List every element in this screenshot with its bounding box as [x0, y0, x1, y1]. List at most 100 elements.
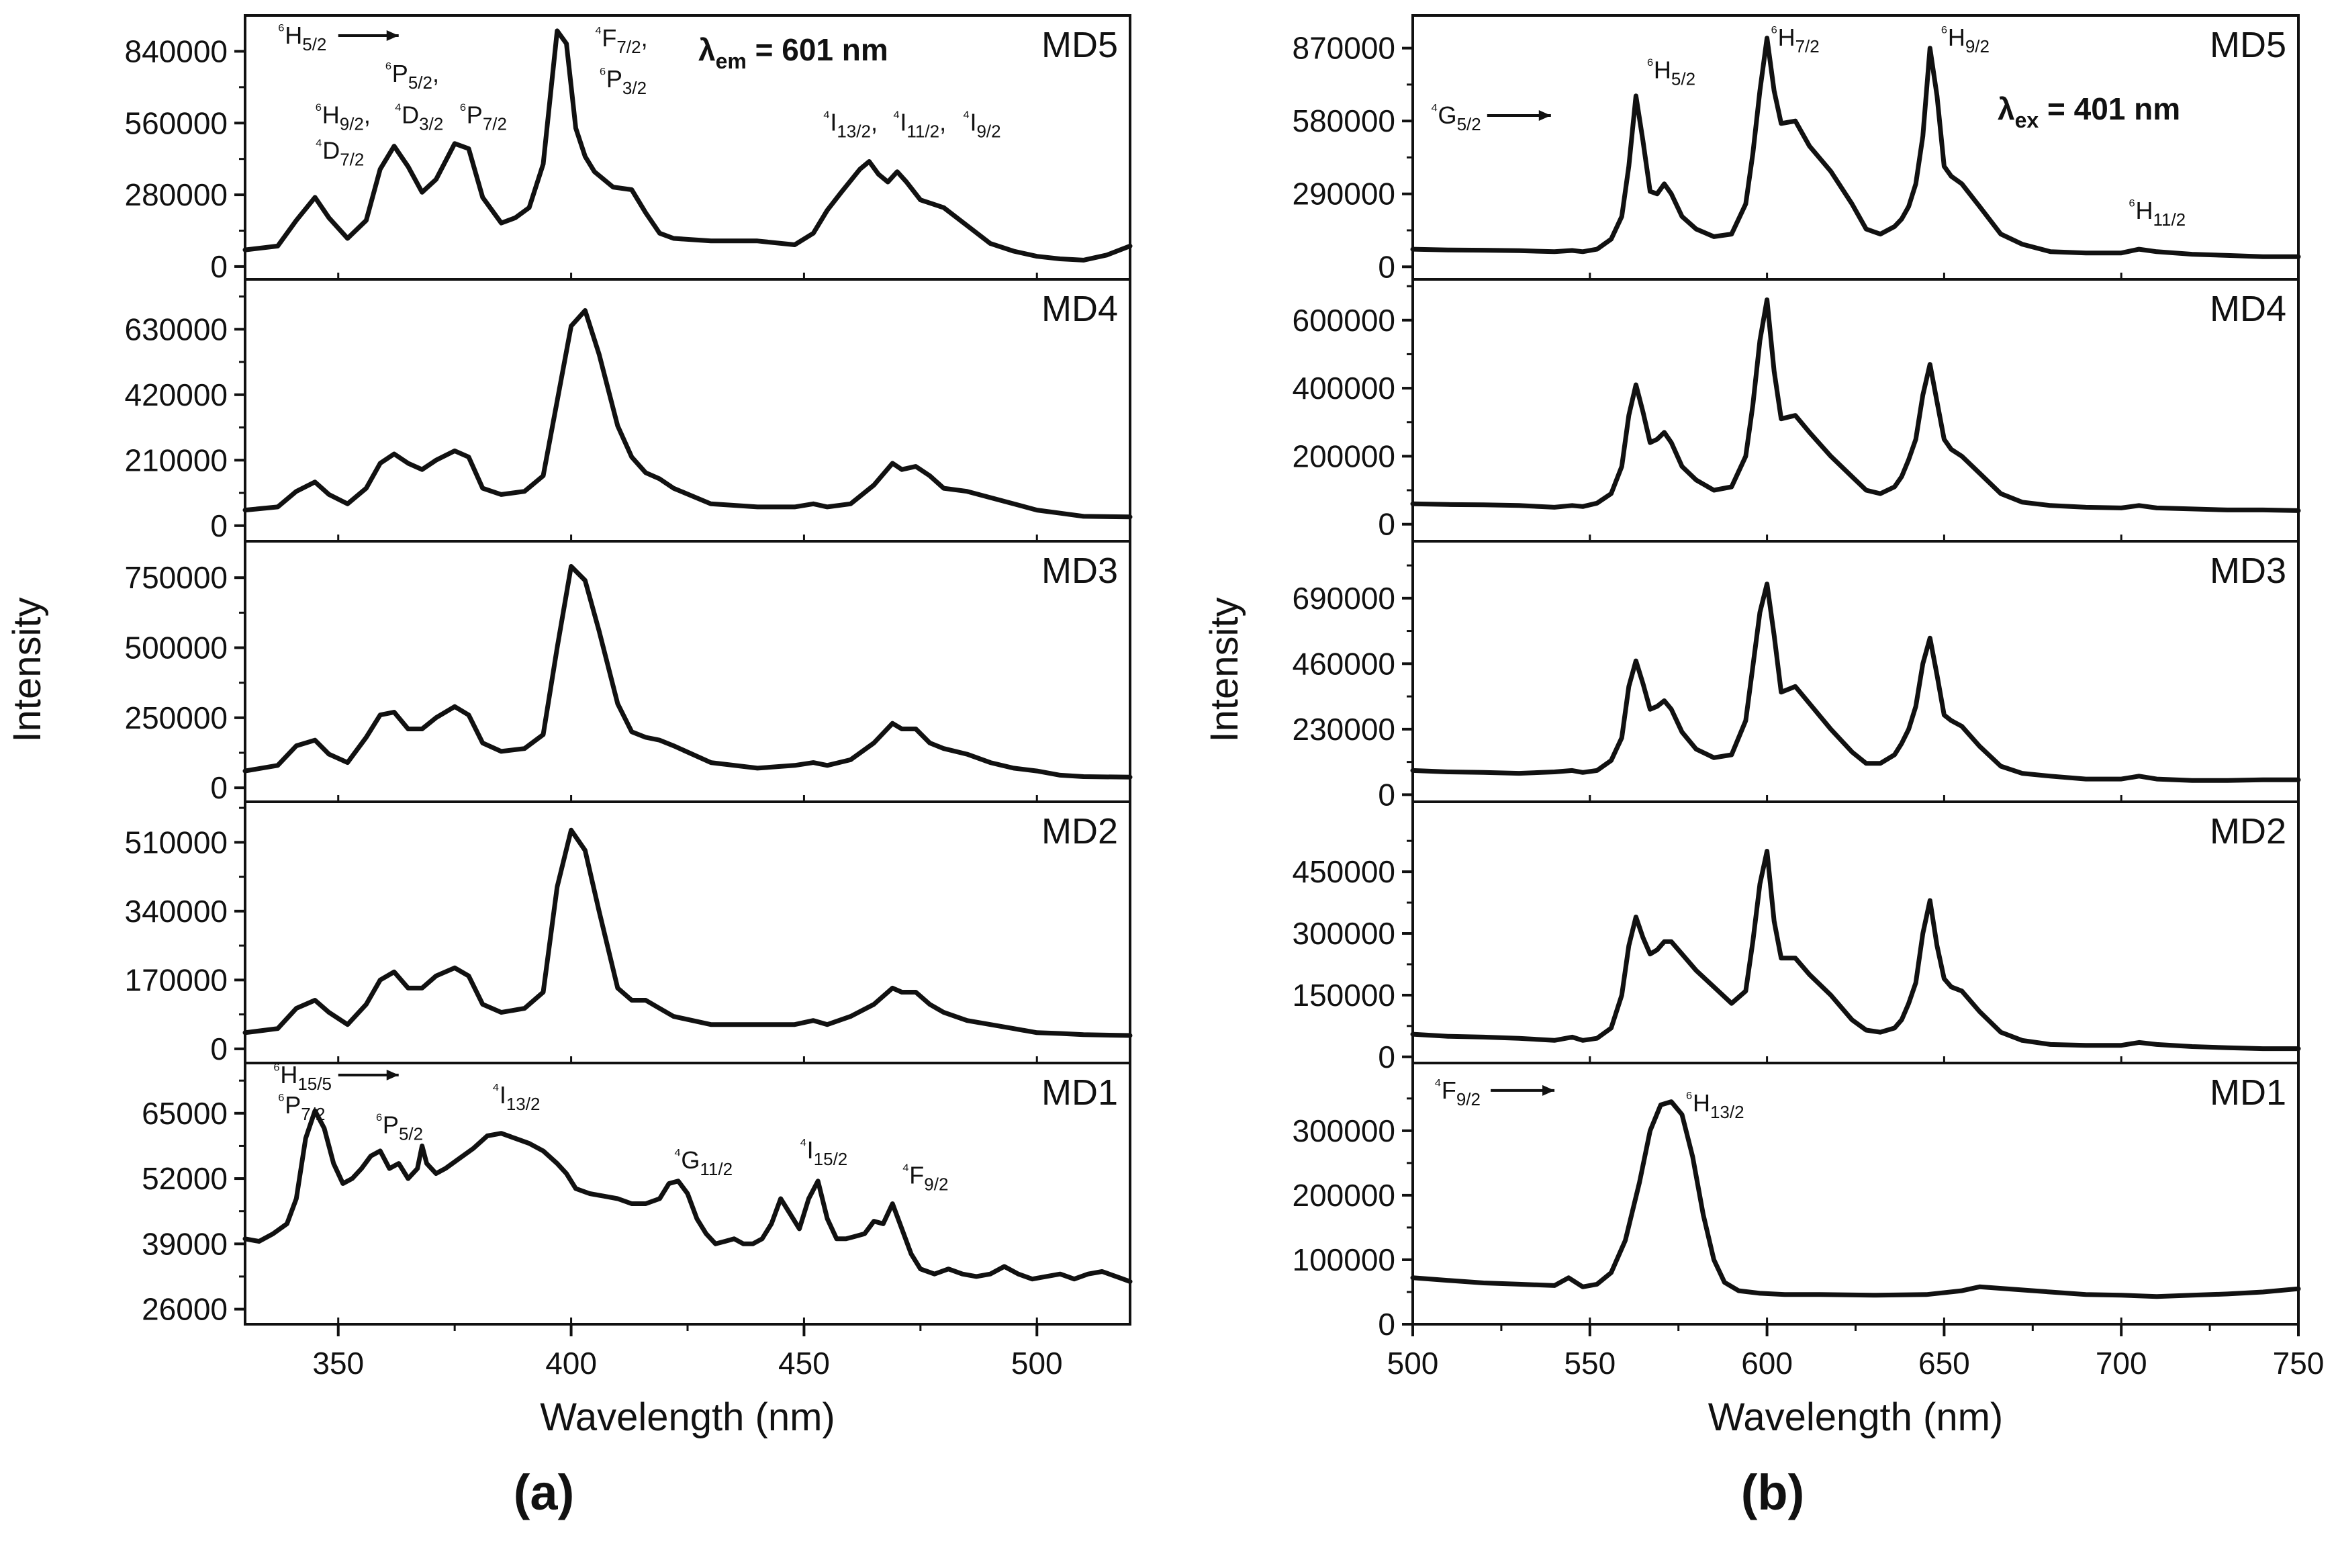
transition-label: ⁶H9/2 [1941, 21, 1990, 56]
y-tick-label: 210000 [125, 443, 228, 477]
transition-label: ⁶H5/2 [278, 19, 327, 54]
series-line-md2 [242, 827, 1133, 1038]
x-tick-label: 400 [545, 1346, 597, 1381]
sample-label: MD5 [1041, 25, 1118, 65]
series-line-md1 [242, 1108, 1133, 1284]
transition-label: ⁶H7/2 [1771, 21, 1820, 56]
y-tick-label: 560000 [125, 105, 228, 140]
sample-label: MD4 [1041, 289, 1118, 329]
sample-label: MD5 [2210, 25, 2286, 65]
y-tick-label: 26000 [142, 1292, 228, 1327]
transition-label: ⁴I13/2, [823, 107, 878, 142]
subplot-md4: 0 200000 400000 600000 MD4 [1293, 278, 2301, 542]
arrow-head-icon [1542, 1085, 1555, 1096]
sample-label: MD1 [2210, 1072, 2286, 1113]
arrow-head-icon [386, 1069, 399, 1080]
transition-label: ⁶P5/2, [385, 58, 439, 93]
y-axis-title: Intensity [5, 598, 49, 743]
x-tick-label: 450 [778, 1346, 830, 1381]
transition-label: ⁶H5/2 [1646, 54, 1695, 89]
y-tick-label: 0 [210, 508, 228, 543]
transition-label: ⁴G5/2 [1430, 99, 1481, 134]
series-line-md5 [242, 28, 1133, 263]
y-tick-label: 200000 [1293, 439, 1396, 473]
y-tick-label: 65000 [142, 1096, 228, 1131]
y-tick-label: 300000 [1293, 1113, 1396, 1148]
y-tick-label: 52000 [142, 1161, 228, 1196]
y-tick-label: 0 [210, 1031, 228, 1066]
excitation-label: λem = 601 nm [698, 32, 888, 73]
subplot-md5: 0 290000 580000 870000 MD5 ⁴G5/2 ⁶H5/2 ⁶H7/2 ⁶H9… [1293, 21, 2301, 284]
y-tick-label: 690000 [1293, 581, 1396, 616]
transition-label: ⁴I15/2 [799, 1134, 847, 1169]
transition-label: ⁶P5/2 [375, 1109, 423, 1144]
y-tick-label: 400000 [1293, 371, 1396, 406]
sample-label: MD1 [1041, 1072, 1118, 1113]
arrow-head-icon [1538, 109, 1551, 121]
y-tick-label: 0 [1378, 1307, 1395, 1342]
transition-label: ⁴F9/2 [902, 1160, 948, 1195]
y-tick-label: 290000 [1293, 177, 1396, 212]
series-line-md1 [1410, 1099, 2301, 1299]
y-tick-label: 460000 [1293, 646, 1396, 681]
transition-label: ⁴D7/2 [315, 135, 364, 170]
subplot-md2: 0 150000 300000 450000 MD2 [1293, 800, 2301, 1074]
y-tick-label: 0 [210, 770, 228, 805]
y-tick-label: 280000 [125, 177, 228, 212]
transition-label: ⁴I13/2 [492, 1079, 541, 1114]
x-tick-label: 700 [2096, 1346, 2147, 1381]
y-tick-label: 230000 [1293, 712, 1396, 747]
transition-label: ⁶H15/5 [273, 1059, 332, 1094]
y-tick-label: 250000 [125, 700, 228, 735]
y-tick-label: 0 [1378, 777, 1395, 812]
transition-label: ⁴F9/2 [1434, 1074, 1481, 1109]
series-line-md3 [242, 564, 1133, 780]
y-tick-label: 510000 [125, 825, 228, 860]
x-tick-label: 550 [1564, 1346, 1616, 1381]
y-tick-label: 750000 [125, 560, 228, 595]
transition-label: ⁴G11/2 [673, 1144, 733, 1179]
sample-label: MD3 [1041, 551, 1118, 591]
x-tick-label: 650 [1918, 1346, 1970, 1381]
y-tick-label: 630000 [125, 312, 228, 347]
x-tick-label: 350 [312, 1346, 364, 1381]
y-tick-label: 870000 [1293, 31, 1396, 66]
y-tick-label: 300000 [1293, 916, 1396, 951]
series-line-md2 [1410, 849, 2301, 1052]
y-tick-label: 150000 [1293, 978, 1396, 1013]
y-tick-label: 340000 [125, 894, 228, 929]
transition-label: ⁶P7/2 [278, 1089, 326, 1124]
y-axis-title: Intensity [1203, 598, 1246, 743]
series-line-md5 [1410, 36, 2301, 259]
y-tick-label: 0 [210, 249, 228, 284]
series-line-md4 [242, 308, 1133, 520]
y-tick-label: 0 [1378, 1040, 1395, 1074]
subplot-md3: 0 250000 500000 750000 MD3 [125, 540, 1133, 805]
transition-label: ⁶P7/2 [459, 99, 507, 134]
subplot-md2: 0 170000 340000 510000 MD2 [125, 800, 1133, 1066]
arrow-head-icon [386, 30, 399, 41]
y-tick-label: 170000 [125, 962, 228, 997]
transition-label: ⁴I9/2 [962, 107, 1000, 142]
excitation-label: λex = 401 nm [1998, 91, 2180, 132]
x-tick-label: 500 [1387, 1346, 1439, 1381]
sample-label: MD3 [2210, 551, 2286, 591]
y-tick-label: 200000 [1293, 1178, 1396, 1213]
subplot-md5: 0 280000 560000 840000 MD5 ⁶H5/2 ⁶H9/2,⁴D7/2 ⁶P… [125, 19, 1133, 284]
panel-b: 0 290000 580000 870000 MD5 ⁴G5/2 ⁶H5/2 ⁶H7/2 ⁶H9… [1203, 14, 2324, 1439]
y-tick-label: 580000 [1293, 103, 1396, 138]
panel-a: 0 280000 560000 840000 MD5 ⁶H5/2 ⁶H9/2,⁴D7/2 ⁶P… [5, 14, 1133, 1439]
sample-label: MD2 [2210, 811, 2286, 851]
transition-label: ⁶H13/2 [1685, 1087, 1744, 1122]
series-line-md4 [1410, 297, 2301, 513]
subplot-md4: 0 210000 420000 630000 MD4 [125, 278, 1133, 543]
y-tick-label: 840000 [125, 34, 228, 68]
x-axis-title: Wavelength (nm) [1708, 1395, 2003, 1439]
y-tick-label: 100000 [1293, 1242, 1396, 1277]
y-tick-label: 600000 [1293, 303, 1396, 338]
transition-label: ⁴D3/2 [394, 99, 443, 134]
subplot-md1: 0 100000 200000 300000 MD1 ⁴F9/2 ⁶H13/2 [1293, 1062, 2301, 1342]
x-axis-title: Wavelength (nm) [540, 1395, 835, 1439]
